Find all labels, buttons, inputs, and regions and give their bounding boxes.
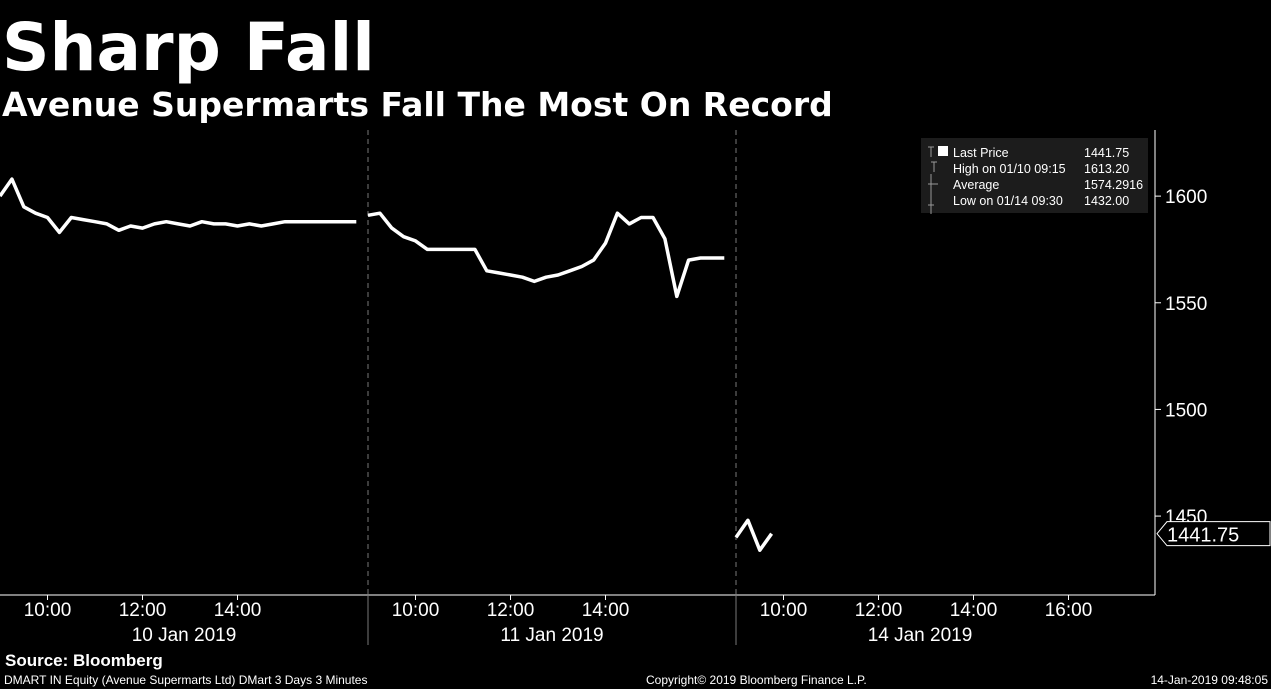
y-tick-label: 1550 xyxy=(1165,294,1207,315)
source: Source: Bloomberg xyxy=(5,651,163,670)
x-tick-label: 12:00 xyxy=(119,600,167,621)
legend-value: 1574.2916 xyxy=(1084,178,1143,192)
legend-swatch xyxy=(938,146,948,156)
x-tick-label: 10:00 xyxy=(392,600,440,621)
y-tick-label: 1500 xyxy=(1165,400,1207,421)
x-tick-label: 10:00 xyxy=(760,600,808,621)
legend-label: Average xyxy=(953,178,999,192)
x-tick-label: 16:00 xyxy=(1045,600,1093,621)
legend-label: High on 01/10 09:15 xyxy=(953,162,1066,176)
day-label: 10 Jan 2019 xyxy=(132,625,237,646)
y-tick-label: 1600 xyxy=(1165,187,1207,208)
footer-left: DMART IN Equity (Avenue Supermarts Ltd) … xyxy=(4,673,367,687)
legend-icons xyxy=(928,146,938,214)
legend-value: 1432.00 xyxy=(1084,194,1129,208)
x-tick-label: 14:00 xyxy=(582,600,630,621)
x-tick-label: 12:00 xyxy=(487,600,535,621)
price-line xyxy=(0,177,357,235)
legend-label: Low on 01/14 09:30 xyxy=(953,194,1063,208)
day-label: 14 Jan 2019 xyxy=(868,625,973,646)
x-tick-label: 14:00 xyxy=(950,600,998,621)
x-tick-label: 12:00 xyxy=(855,600,903,621)
legend-value: 1613.20 xyxy=(1084,162,1129,176)
last-price-label: 1441.75 xyxy=(1167,525,1239,547)
legend-value: 1441.75 xyxy=(1084,146,1129,160)
footer-right: 14-Jan-2019 09:48:05 xyxy=(1151,673,1269,687)
day-label: 11 Jan 2019 xyxy=(500,625,603,646)
x-tick-label: 10:00 xyxy=(24,600,72,621)
legend-label: Last Price xyxy=(953,146,1009,160)
legend-box xyxy=(921,138,1148,213)
legend: Last Price 1441.75 High on 01/10 09:15 1613… xyxy=(921,138,1148,214)
chart-title: Sharp Fall xyxy=(2,9,375,86)
price-line xyxy=(734,518,774,552)
price-line xyxy=(367,211,725,299)
x-tick-label: 14:00 xyxy=(214,600,262,621)
chart-subtitle: Avenue Supermarts Fall The Most On Recor… xyxy=(2,85,833,124)
footer-center: Copyright© 2019 Bloomberg Finance L.P. xyxy=(646,673,867,687)
last-price-tag xyxy=(1156,521,1271,547)
